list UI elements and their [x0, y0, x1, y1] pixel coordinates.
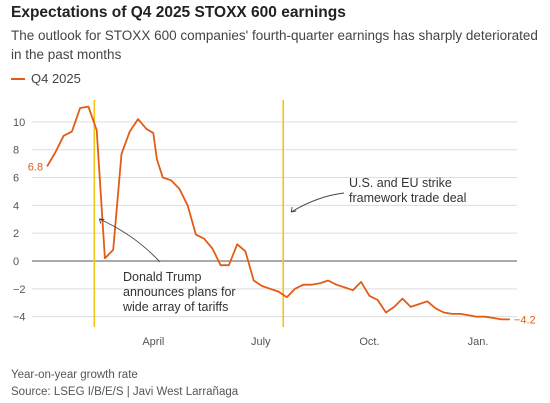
- chart-subtitle: The outlook for STOXX 600 companies' fou…: [11, 28, 538, 62]
- event-annotation-text: framework trade deal: [349, 191, 466, 205]
- legend: Q4 2025: [11, 71, 81, 86]
- series-line-q4-2025: [46, 105, 510, 321]
- event-annotation-text: U.S. and EU strike: [349, 176, 452, 190]
- annotation-arrow: [99, 218, 161, 263]
- event-annotation-text: wide array of tariffs: [122, 300, 228, 314]
- end-value-label: −4.2: [514, 314, 536, 326]
- x-tick-label: Jan.: [468, 336, 489, 348]
- y-tick-label: 10: [13, 117, 25, 129]
- legend-swatch: [11, 77, 25, 80]
- annotation-arrowhead: [98, 218, 105, 224]
- y-tick-label: 0: [13, 256, 19, 268]
- y-tick-label: −4: [13, 312, 26, 324]
- y-tick-label: 8: [13, 145, 19, 157]
- annotation-arrow: [290, 192, 345, 213]
- y-axis-note: Year-on-year growth rate: [11, 369, 138, 381]
- y-tick-label: 6: [13, 173, 19, 185]
- y-tick-label: 2: [13, 228, 19, 240]
- chart-title: Expectations of Q4 2025 STOXX 600 earnin…: [11, 4, 346, 21]
- y-tick-label: 4: [13, 200, 19, 212]
- source-note: Source: LSEG I/B/E/S | Javi West Larraña…: [11, 386, 239, 398]
- event-annotation-text: announces plans for: [123, 285, 236, 299]
- start-value-label: 6.8: [28, 161, 43, 173]
- x-tick-label: July: [251, 336, 271, 348]
- y-tick-label: −2: [13, 284, 26, 296]
- annotation-arrowhead: [290, 206, 297, 213]
- x-tick-label: Oct.: [359, 336, 379, 348]
- x-tick-label: April: [142, 336, 164, 348]
- legend-label: Q4 2025: [31, 71, 81, 86]
- event-annotation-text: Donald Trump: [123, 270, 202, 284]
